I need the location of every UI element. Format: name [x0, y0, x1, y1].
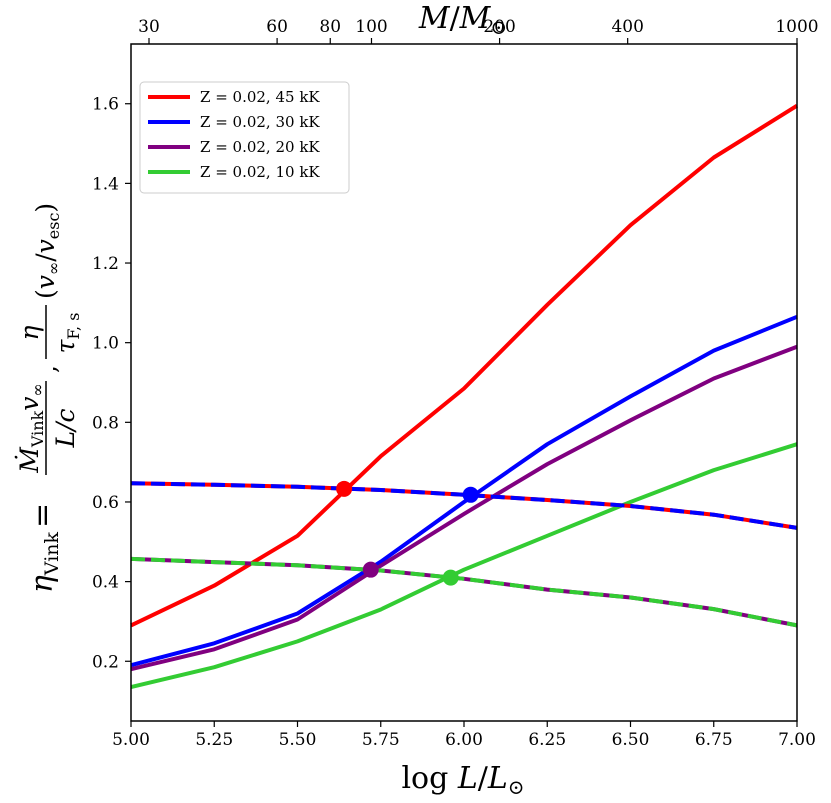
y-tick-label: 0.6	[92, 493, 119, 513]
top-tick-label: 30	[138, 17, 160, 37]
series-line-2	[130, 314, 798, 668]
x-tick-label: 6.75	[695, 730, 733, 750]
lines-layer	[130, 104, 799, 690]
top-tick-label: 80	[319, 17, 341, 37]
y-tick-label: 0.2	[92, 652, 119, 672]
series-line-3	[130, 344, 798, 672]
svg-text:ηVink=: ηVink=	[25, 503, 63, 593]
x-tick-label: 7.00	[778, 730, 816, 750]
intersection-point-1	[336, 480, 353, 497]
x-tick-label: 5.00	[112, 730, 150, 750]
svg-text:ṀVinkv∞: ṀVinkv∞	[15, 383, 47, 473]
svg-text:η: η	[15, 325, 44, 340]
legend-items: Z = 0.02, 45 kK Z = 0.02, 30 kK Z = 0.02, …	[148, 88, 320, 181]
top-tick-label: 1000	[775, 17, 818, 37]
y-tick-label: 0.8	[92, 413, 119, 433]
y-tick-label: 0.4	[92, 573, 119, 593]
top-axis-title: M/M⊙	[418, 1, 507, 39]
dashed-curve-4	[130, 556, 798, 628]
legend-label-1: Z = 0.02, 45 kK	[200, 88, 320, 106]
svg-text:,: ,	[33, 365, 62, 373]
series-line-1	[130, 104, 799, 628]
y-tick-label: 1.2	[92, 254, 119, 274]
x-tick-label: 6.50	[612, 730, 650, 750]
x-tick-label: 5.50	[279, 730, 317, 750]
legend-box	[139, 81, 350, 194]
svg-text:τF, s: τF, s	[51, 313, 83, 354]
top-tick-label: 100	[355, 17, 387, 37]
ticks-layer: 5.00 5.25 5.50 5.75 6.00 6.25 6.50 6.75 7.00 0.2 0…	[92, 17, 819, 750]
intersection-point-2	[462, 486, 479, 503]
x-tick-label: 6.00	[445, 730, 483, 750]
y-tick-label: 1.0	[92, 334, 119, 354]
x-tick-label: 5.75	[362, 730, 400, 750]
series-line-4	[130, 442, 798, 690]
legend-label-4: Z = 0.02, 10 kK	[200, 163, 320, 181]
x-tick-label: 6.25	[528, 730, 566, 750]
top-tick-label: 200	[483, 17, 515, 37]
y-axis-title: ηVink= ṀVinkv∞ L/c , η τF, s (v∞/vesc)	[15, 203, 83, 593]
y-tick-label: 1.6	[92, 95, 119, 115]
y-tick-label: 1.4	[92, 174, 119, 194]
x-tick-label: 5.25	[195, 730, 233, 750]
intersection-point-4	[442, 569, 459, 586]
svg-text:(v∞/vesc): (v∞/vesc)	[31, 203, 63, 299]
legend-label-3: Z = 0.02, 20 kK	[200, 138, 320, 156]
dashed-curve-1	[130, 481, 798, 530]
intersection-point-3	[362, 561, 379, 578]
dashed-layer	[130, 481, 798, 628]
dashed-curve-2	[130, 481, 798, 530]
svg-text:L/c: L/c	[51, 408, 80, 448]
points-layer	[336, 480, 479, 586]
x-axis-title: log L/L⊙	[401, 761, 524, 799]
top-tick-label: 400	[611, 17, 643, 37]
top-tick-label: 60	[266, 17, 288, 37]
legend-label-2: Z = 0.02, 30 kK	[200, 113, 320, 131]
legend: Z = 0.02, 45 kK Z = 0.02, 30 kK Z = 0.02, …	[139, 81, 350, 194]
